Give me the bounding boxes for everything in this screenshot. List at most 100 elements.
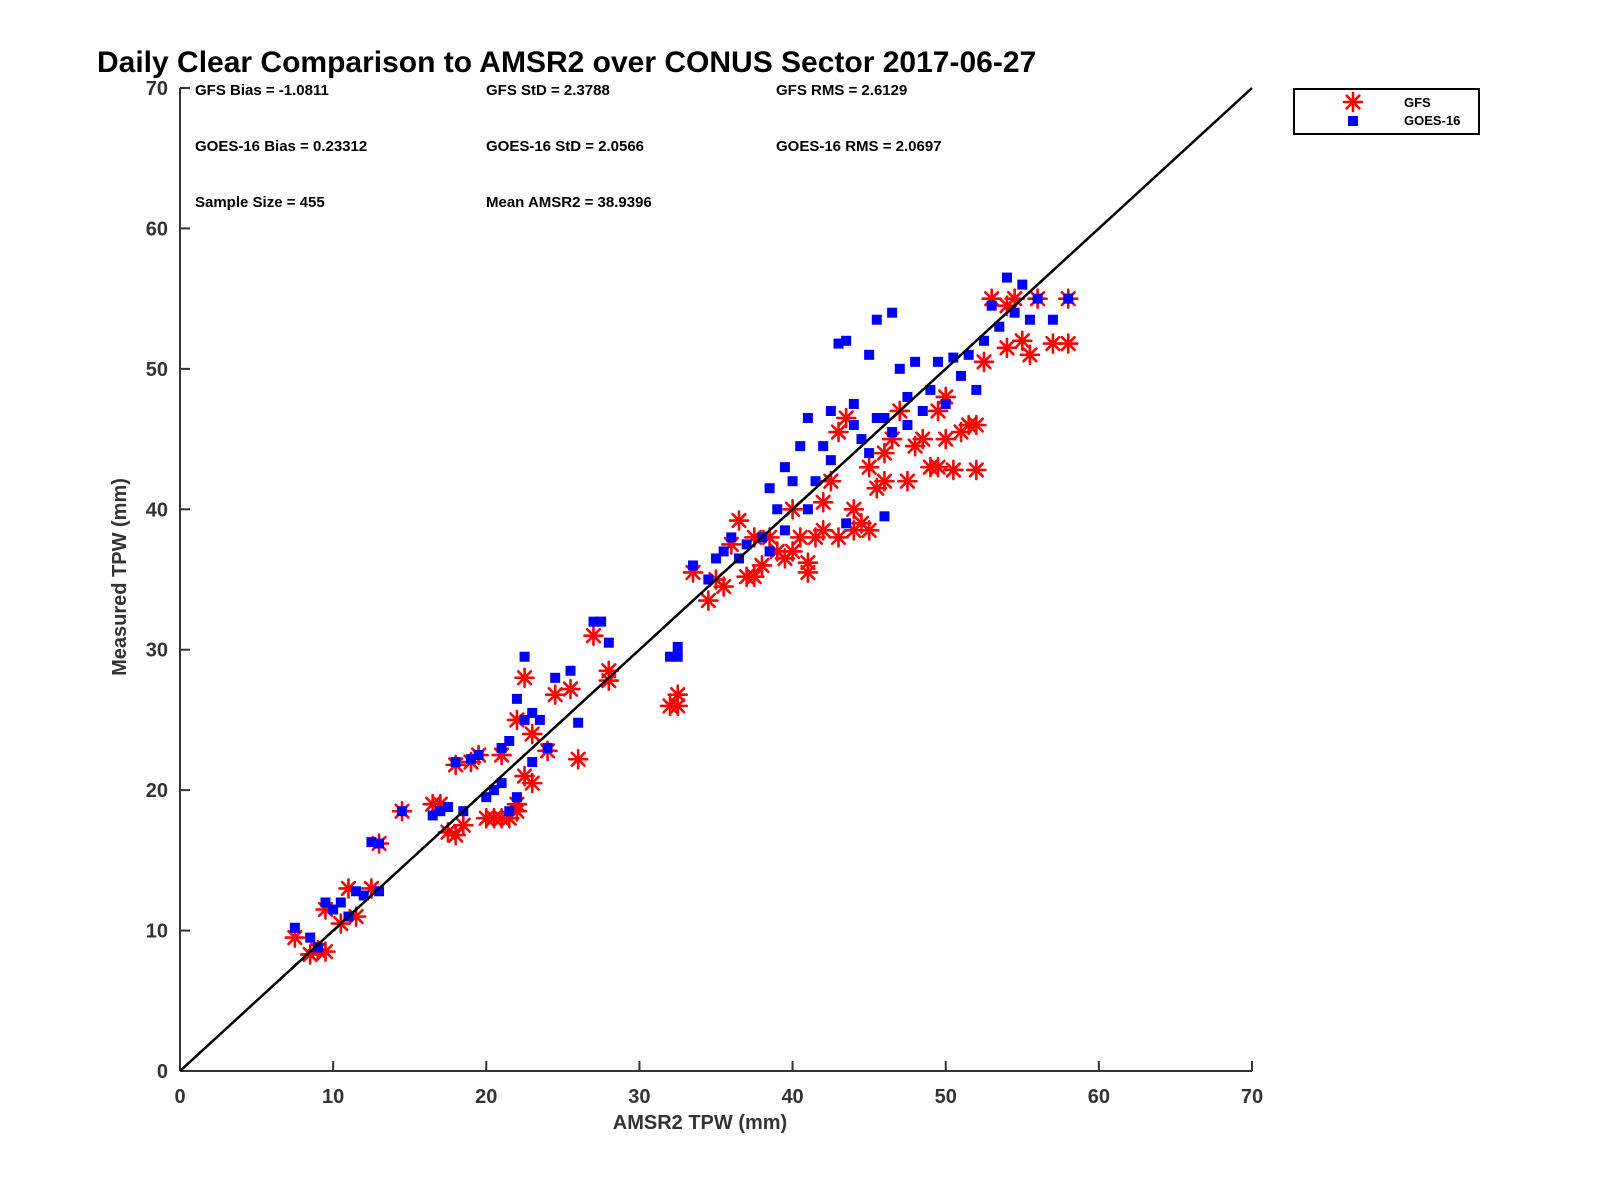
goes16-point xyxy=(1032,293,1043,304)
goes16-point xyxy=(374,886,385,897)
gfs-point xyxy=(828,527,849,548)
goes16-point xyxy=(772,504,783,515)
gfs-point xyxy=(567,748,589,770)
gfs-rms-text: GFS RMS = 2.6129 xyxy=(776,82,907,99)
goes16-point xyxy=(504,735,515,746)
goes16-point xyxy=(925,384,936,395)
y-tick-label: 30 xyxy=(146,640,168,662)
goes16-point xyxy=(565,665,576,676)
goes16-point xyxy=(1017,279,1028,290)
legend-gfs-marker xyxy=(1342,91,1364,113)
sample-size-text: Sample Size = 455 xyxy=(195,194,325,211)
goes16-point xyxy=(519,651,530,662)
goes16-point xyxy=(542,743,553,754)
gfs-point xyxy=(927,456,949,478)
goes16-point xyxy=(496,743,507,754)
goes16-point xyxy=(672,641,683,652)
gfs-point xyxy=(812,491,834,513)
goes16-point xyxy=(328,904,339,915)
goes16-point xyxy=(366,837,377,848)
goes16-point xyxy=(1047,314,1058,325)
goes16-point xyxy=(573,717,584,728)
goes16-point xyxy=(879,413,890,424)
goes16-point xyxy=(312,942,323,953)
goes16-point xyxy=(1024,314,1035,325)
y-tick-label: 50 xyxy=(146,359,168,381)
gfs-point xyxy=(966,459,987,481)
goes16-point xyxy=(802,413,813,424)
goes16-point xyxy=(940,398,951,409)
legend-goes-marker xyxy=(1348,116,1358,126)
goes16-point xyxy=(1009,307,1020,318)
goes16-point xyxy=(887,427,898,438)
goes16-point xyxy=(818,441,829,452)
goes16-point xyxy=(825,405,836,416)
statistics-block: GFS Bias = -1.0811 GFS StD = 2.3788 GFS … xyxy=(195,82,942,211)
gfs-point xyxy=(453,814,474,836)
goes16-point xyxy=(496,778,507,789)
goes16-point xyxy=(320,897,331,908)
legend-gfs-asterisk xyxy=(1342,91,1364,113)
gfs-point xyxy=(1019,344,1041,366)
goes16-point xyxy=(864,349,875,360)
legend-label-gfs: GFS xyxy=(1404,95,1431,110)
goes16-point xyxy=(825,455,836,466)
goes16-point xyxy=(374,838,385,849)
goes16-point xyxy=(427,810,438,821)
goes16-point xyxy=(741,539,752,550)
goes16-point xyxy=(596,616,607,627)
gfs-point xyxy=(544,684,566,705)
goes16-point xyxy=(764,483,775,494)
y-tick-label: 70 xyxy=(146,78,168,100)
gfs-point xyxy=(828,421,849,443)
goes16-point xyxy=(986,300,997,311)
gfs-point xyxy=(996,337,1018,359)
y-tick-label: 60 xyxy=(146,218,168,240)
legend-label-goes: GOES-16 xyxy=(1404,113,1460,128)
gfs-point xyxy=(782,541,803,562)
goes16-point xyxy=(527,757,538,768)
goes16-point xyxy=(902,391,913,402)
goes16-point xyxy=(672,651,683,662)
goes16-point xyxy=(473,750,484,761)
goes16-point xyxy=(879,511,890,522)
goes16-point xyxy=(933,356,944,367)
y-tick-label: 0 xyxy=(157,1061,168,1083)
x-tick-label: 0 xyxy=(174,1086,185,1108)
goes16-point xyxy=(848,420,859,431)
gfs-point xyxy=(843,498,865,520)
mean-amsr2-text: Mean AMSR2 = 38.9396 xyxy=(486,194,652,211)
goes16-point xyxy=(435,806,446,817)
gfs-bias-text: GFS Bias = -1.0811 xyxy=(195,82,329,99)
gfs-point xyxy=(966,414,987,436)
goes16-point xyxy=(887,307,898,318)
goes16-point xyxy=(511,693,522,704)
legend-goes-square xyxy=(1348,116,1358,126)
goes16-point xyxy=(810,476,821,487)
gfs-point xyxy=(1057,333,1079,354)
goes16-point xyxy=(841,335,852,346)
goes16-point xyxy=(465,754,476,765)
x-tick-label: 30 xyxy=(628,1086,650,1108)
goes16-point xyxy=(488,785,499,796)
gfs-point xyxy=(874,470,895,492)
x-tick-label: 70 xyxy=(1241,1086,1263,1108)
goes16-point xyxy=(603,637,614,648)
goes16-point xyxy=(305,932,316,943)
goes16-point xyxy=(450,757,461,768)
gfs-point xyxy=(797,552,819,573)
goes16-point xyxy=(833,338,844,349)
goes16-point xyxy=(894,363,905,374)
x-tick-label: 50 xyxy=(935,1086,957,1108)
goes-std-text: GOES-16 StD = 2.0566 xyxy=(486,138,644,155)
y-tick-label: 10 xyxy=(146,921,168,943)
chart-title: Daily Clear Comparison to AMSR2 over CON… xyxy=(97,46,1036,79)
one-to-one-reference-line xyxy=(179,87,1253,1072)
gfs-point xyxy=(858,520,880,541)
goes16-point xyxy=(504,806,515,817)
goes16-point xyxy=(289,922,300,933)
goes16-point xyxy=(703,574,714,585)
gfs-point xyxy=(874,442,895,464)
goes16-point xyxy=(688,560,699,571)
goes16-point xyxy=(871,413,882,424)
